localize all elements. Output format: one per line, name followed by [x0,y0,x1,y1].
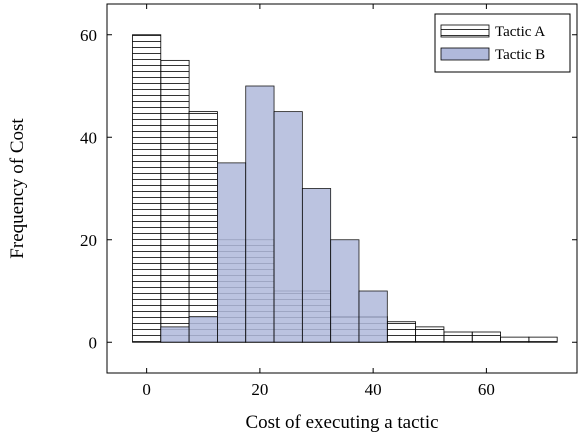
tactic-b-bar [245,85,275,343]
legend-swatch-tactic-a [440,24,490,38]
tactic-a-bar [471,331,501,343]
x-tick-label: 0 [142,380,151,399]
tactic-b-bar [330,239,360,343]
x-tick-label: 60 [478,380,495,399]
tactic-b-bar [273,111,303,343]
y-tick-label: 60 [80,26,97,45]
tactic-a-bar [188,111,218,343]
y-tick-label: 20 [80,231,97,250]
y-tick-label: 40 [80,128,97,147]
legend-label-tactic-a: Tactic A [495,24,545,40]
x-tick-label: 20 [251,380,268,399]
y-tick-label: 0 [89,333,98,352]
tactic-a-bar [500,336,530,343]
legend-box [434,13,571,73]
x-tick-label: 40 [365,380,382,399]
tactic-a-bar [415,326,445,343]
tactic-b-bar [217,162,247,343]
tactic-b-bar [301,188,332,343]
tactic-b-bar [160,326,190,343]
y-axis-label: Frequency of Cost [7,118,28,259]
legend-label-tactic-b: Tactic B [495,47,545,63]
tactic-a-bar [132,34,162,343]
tactic-a-bar [528,336,558,343]
tactic-a-bar [386,321,417,343]
plot-frame [106,3,578,374]
x-axis-label: Cost of executing a tactic [245,412,438,433]
tactic-a-bar [443,331,473,343]
tactic-b-bar [358,290,388,343]
legend-swatch-tactic-b [440,47,490,61]
tactic-b-bar [188,316,218,343]
tactic-a-bar [160,59,190,343]
